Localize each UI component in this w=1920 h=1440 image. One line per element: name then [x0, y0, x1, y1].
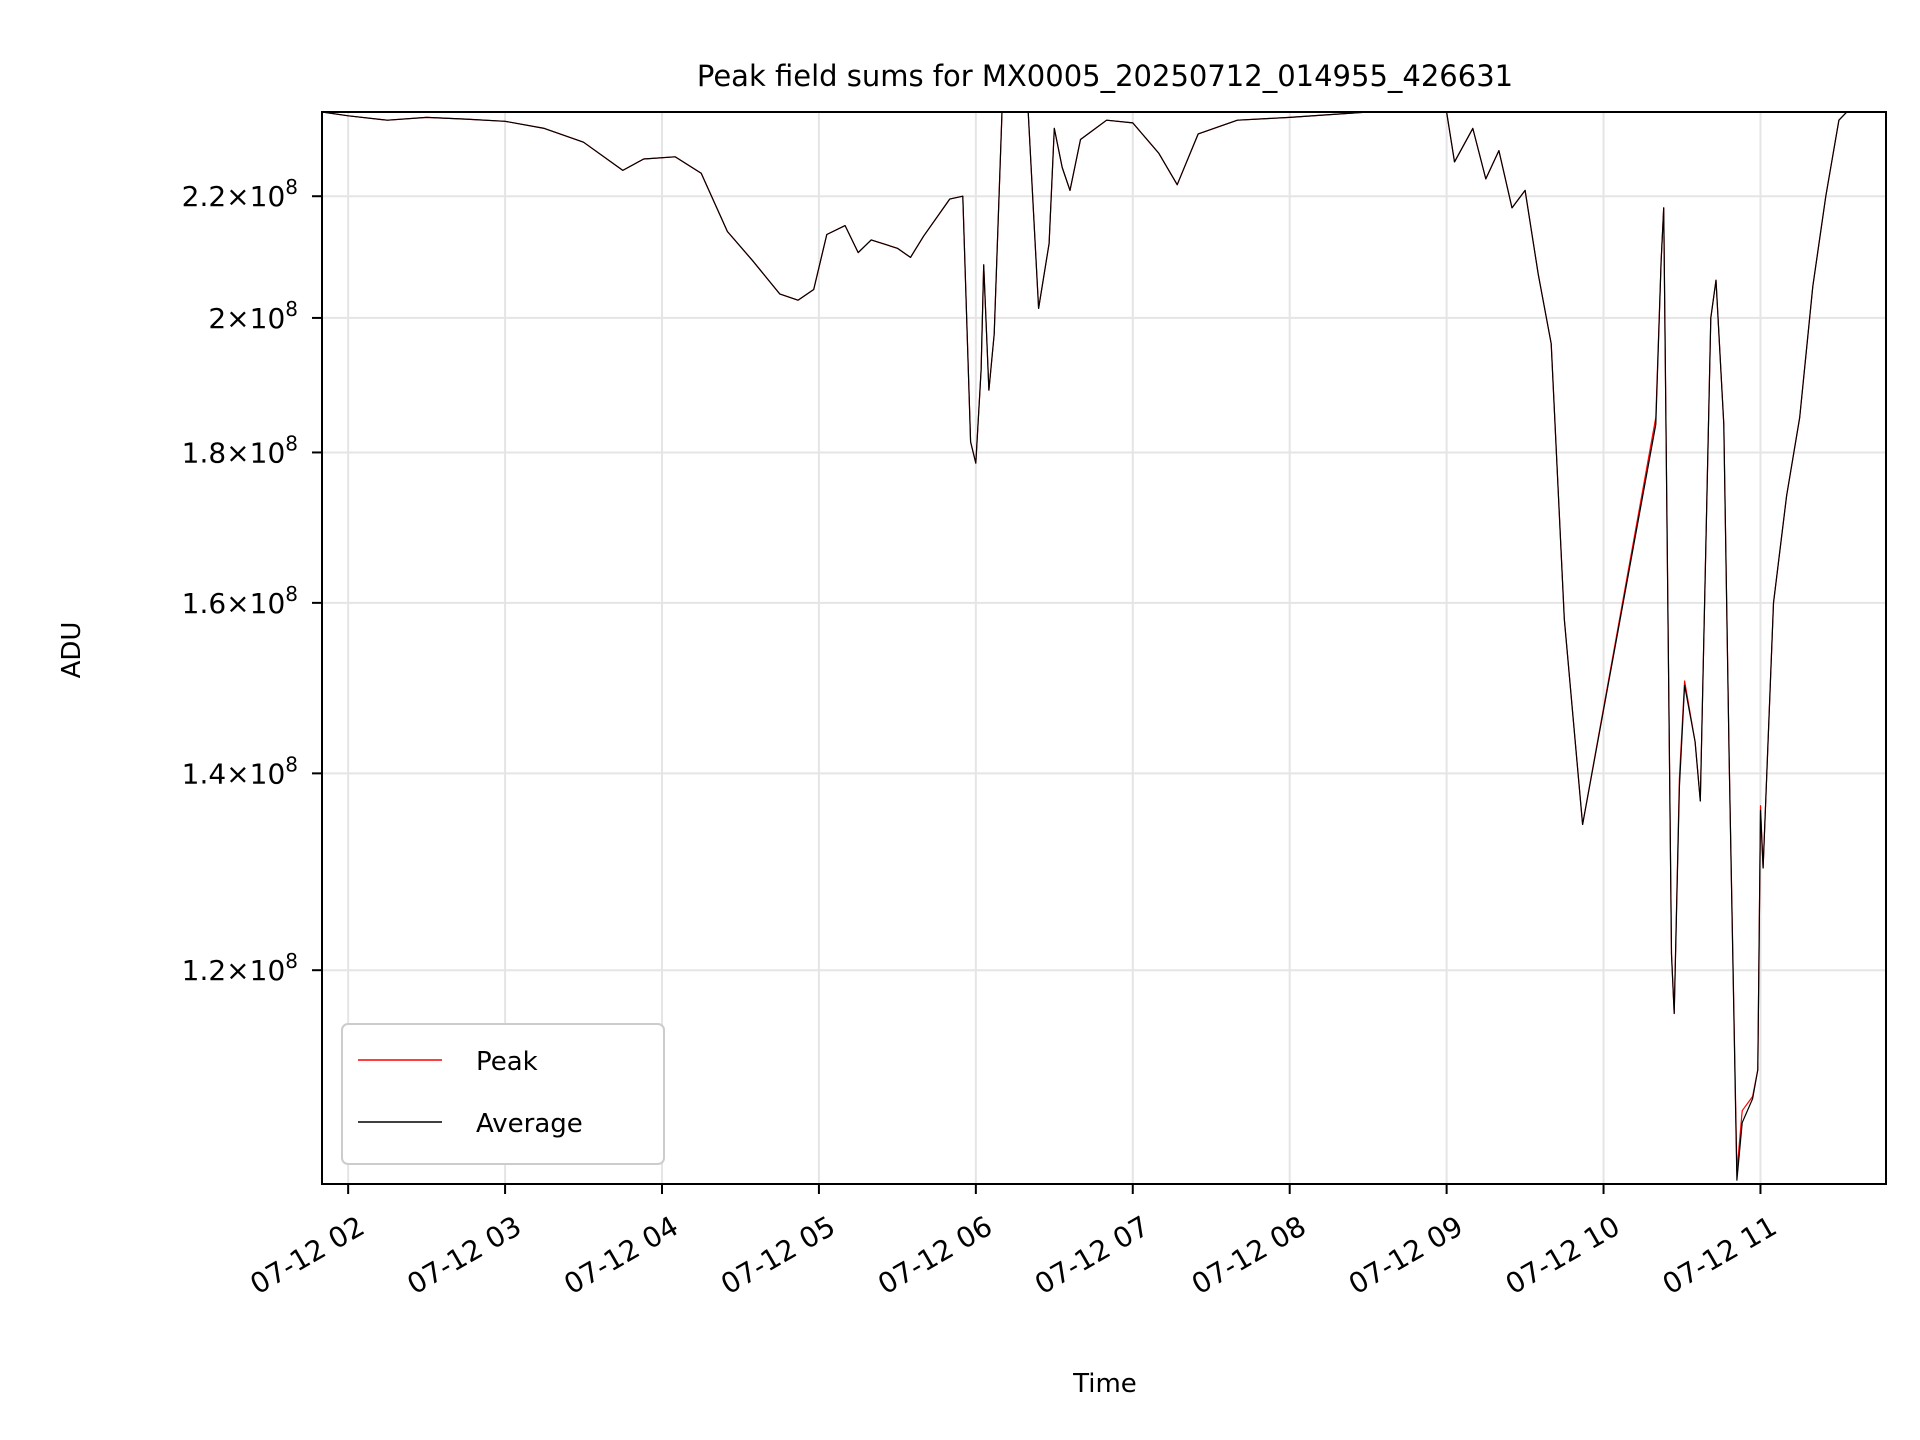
legend-average-label: Average: [476, 1109, 583, 1139]
y-tick-label: 2×108: [208, 297, 298, 335]
y-tick-label: 1.4×108: [182, 752, 298, 790]
y-tick-label: 1.2×108: [182, 949, 298, 987]
plot-frame: [321, 111, 1887, 1185]
y-tick-label: 2.2×108: [182, 175, 298, 213]
series-line-average: [322, 112, 1848, 1181]
legend-peak-label: Peak: [476, 1047, 538, 1077]
y-tick-label: 1.8×108: [182, 431, 298, 469]
series-lines: [322, 112, 1848, 1181]
chart-title: Peak field sums for MX0005_20250712_0149…: [697, 59, 1513, 93]
x-axis-label: Time: [1072, 1369, 1137, 1399]
legend: Peak Average: [341, 1023, 665, 1165]
legend-box: [341, 1023, 665, 1165]
y-tick-label: 1.6×108: [182, 582, 298, 620]
y-axis-ticks: 1.2×108 1.4×108 1.6×108 1.8×108 2×108 2.2×108: [182, 175, 322, 987]
y-axis-label: ADU: [57, 622, 87, 679]
grid: [322, 112, 1886, 1184]
